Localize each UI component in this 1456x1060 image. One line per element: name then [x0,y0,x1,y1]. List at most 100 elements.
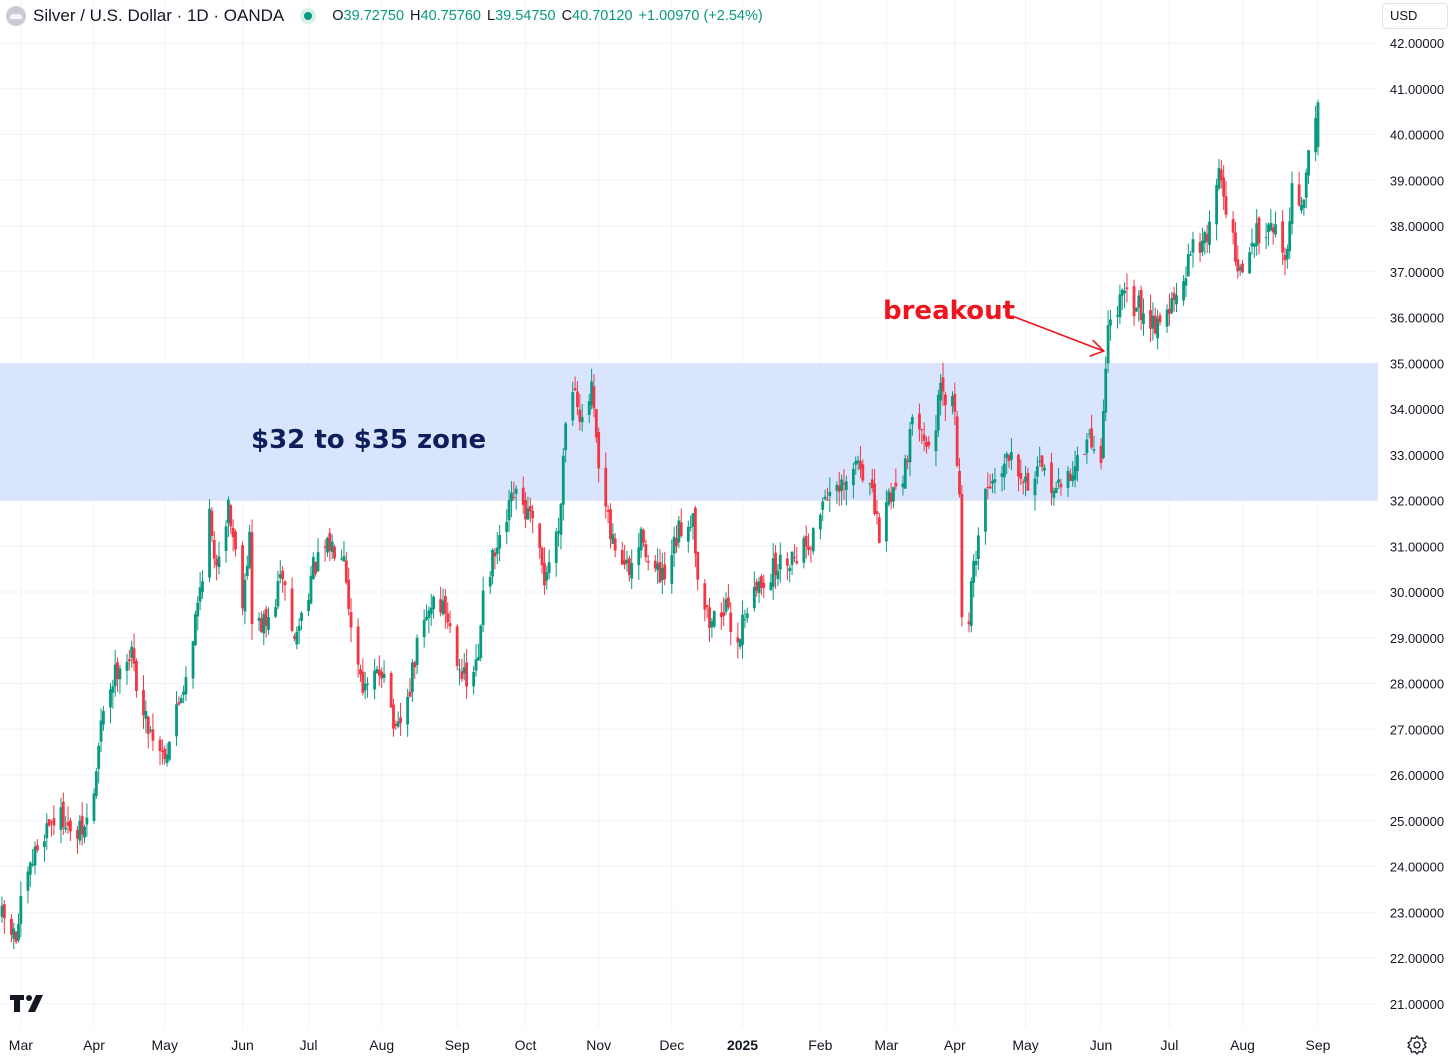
candle-body [399,717,402,723]
y-tick-label: 23.00000 [1390,905,1444,920]
candle-body [10,918,13,935]
x-tick-label: Feb [808,1037,832,1053]
candle-body [415,637,419,666]
candlestick-series [0,99,1320,949]
candle-body [646,560,650,563]
candle-body [1300,205,1303,211]
candle-body [45,823,49,839]
gear-icon[interactable] [1406,1034,1428,1056]
candle-body [425,616,428,620]
candle-body [689,526,693,528]
candle-body [510,492,513,502]
candle-body [342,556,346,562]
x-tick-label: Dec [659,1037,684,1053]
candle-body [330,541,334,553]
candle-body [790,551,794,565]
candle-body [528,505,532,512]
candle-body [1224,196,1228,215]
zone-band [0,363,1378,501]
candle-body [1302,199,1306,208]
candle-body [708,607,711,628]
candle-body [1054,488,1058,493]
candle-body [446,613,450,623]
candle-body [1203,232,1207,244]
candle-body [361,671,365,693]
candle-body [35,845,39,851]
x-tick-label: Jul [300,1037,318,1053]
candle-body [955,416,959,466]
candle-body [283,581,287,586]
price-axis[interactable]: 42.00000 41.00000 40.00000 39.00000 38.00000… [1390,36,1444,1012]
y-tick-label: 22.00000 [1390,951,1444,966]
candle-body [432,596,435,610]
currency-button[interactable]: USD [1382,3,1448,29]
candle-body [1191,239,1195,253]
candle-body [554,531,558,563]
candle-body [68,820,72,832]
candle-body [43,841,46,848]
candle-body [64,827,68,830]
candle-body [493,552,497,557]
candle-body [347,579,351,610]
zone-label: $32 to $35 zone [251,425,486,455]
candle-body [344,560,348,583]
breakout-label: breakout [883,296,1015,326]
candle-body [1007,455,1011,462]
candle-body [349,612,353,628]
candle-body [1283,254,1287,261]
candle-body [1090,428,1093,448]
candle-body [17,923,20,941]
candle-body [597,432,601,469]
candle-body [743,619,747,621]
candle-body [1201,240,1204,252]
candle-body [12,928,16,939]
candle-body [443,596,447,614]
candle-body [1035,466,1039,477]
y-tick-label: 24.00000 [1390,860,1444,875]
chart-annotations: $32 to $35 zone breakout [251,296,1106,455]
candle-body [627,558,631,576]
y-tick-label: 39.00000 [1390,173,1444,188]
symbol-title[interactable]: Silver / U.S. Dollar · 1D · OANDA [33,6,285,25]
candle-body [1109,319,1112,326]
candle-body [613,538,617,551]
candle-body [887,491,891,505]
candle-body [1297,184,1301,206]
candle-body [498,535,502,549]
candle-body [953,394,957,412]
live-dot-icon [300,8,317,24]
candle-body [1059,483,1063,488]
candle-body [776,570,780,580]
candle-body [991,480,994,484]
candle-body [969,581,973,626]
candle-body [1304,172,1308,198]
candle-body [184,677,188,695]
candle-body [1288,221,1292,252]
candle-body [1019,473,1023,480]
candle-body [1153,315,1157,334]
candle-body [892,487,895,502]
candle-body [936,394,940,431]
candle-body [1222,177,1226,197]
x-tick-label: Aug [1230,1037,1255,1053]
breakout-arrow [1011,315,1105,352]
silver-symbol-icon[interactable] [6,6,26,26]
candle-body [821,501,825,510]
candle-body [217,556,221,568]
candle-body [844,481,848,491]
time-axis[interactable]: Mar Apr May Jun Jul Aug Sep Oct Nov Dec 2025 Feb Mar… [9,1037,1331,1053]
candle-body [984,488,987,532]
candle-body [960,494,964,618]
candle-body [1189,254,1193,256]
close-value: 40.70120 [572,8,633,24]
candle-body [408,691,412,697]
candle-body [1168,308,1171,315]
y-tick-label: 41.00000 [1390,82,1444,97]
candle-body [373,670,377,690]
candle-body [543,562,546,586]
tradingview-logo-icon[interactable] [10,993,48,1013]
y-tick-label: 27.00000 [1390,722,1444,737]
candle-body [868,483,872,485]
y-tick-label: 36.00000 [1390,311,1444,326]
